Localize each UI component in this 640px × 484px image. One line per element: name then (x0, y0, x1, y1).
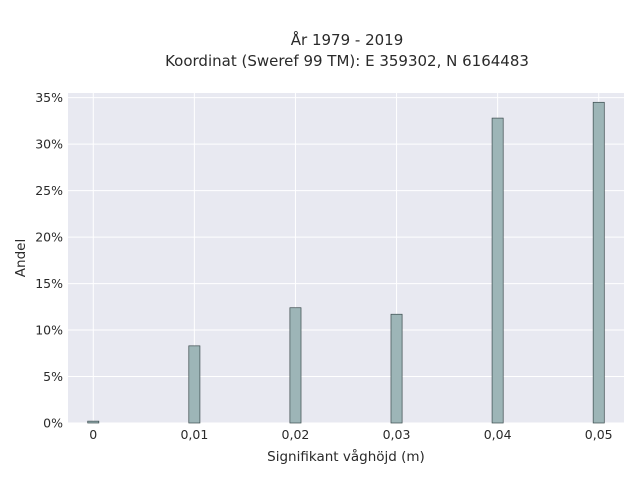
bar (188, 345, 201, 424)
x-tick-label: 0,02 (282, 427, 310, 442)
x-tick-label: 0,04 (484, 427, 512, 442)
bar (87, 420, 100, 424)
y-axis-label: Andel (13, 239, 29, 277)
y-tick-label: 0% (43, 416, 63, 431)
bar (592, 101, 605, 424)
bar (491, 117, 504, 424)
bar (289, 307, 302, 424)
x-tick-label: 0 (89, 427, 97, 442)
y-axis-ticks: 0% 5% 10% 15% 20% 25% 30% 35% (35, 90, 63, 430)
x-axis-label: Signifikant våghöjd (m) (267, 448, 425, 465)
y-tick-label: 15% (35, 276, 63, 291)
chart-subtitle: Koordinat (Sweref 99 TM): E 359302, N 61… (165, 52, 529, 70)
bar (390, 313, 403, 424)
y-tick-label: 20% (35, 230, 63, 245)
x-axis-ticks: 0 0,01 0,02 0,03 0,04 0,05 (89, 427, 612, 442)
x-tick-label: 0,03 (383, 427, 411, 442)
chart-title: År 1979 - 2019 (291, 30, 404, 49)
bars (87, 101, 605, 424)
x-tick-label: 0,05 (585, 427, 613, 442)
y-tick-label: 25% (35, 183, 63, 198)
y-tick-label: 30% (35, 137, 63, 152)
x-tick-label: 0,01 (180, 427, 208, 442)
y-tick-label: 35% (35, 90, 63, 105)
y-tick-label: 5% (43, 369, 63, 384)
plot-area (68, 93, 624, 423)
y-tick-label: 10% (35, 323, 63, 338)
